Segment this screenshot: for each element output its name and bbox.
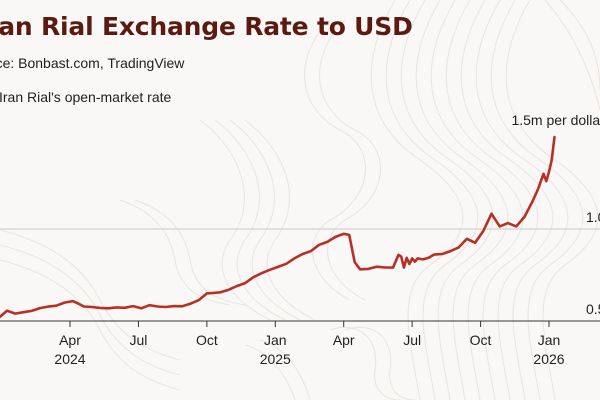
legend-label: Iran Rial's open-market rate — [0, 89, 172, 105]
x-tick-label: Jul — [403, 332, 421, 348]
y-tick-label: 1.0 — [586, 209, 600, 225]
x-axis: Dec2023Apr2024JulOctJan2025AprJulOctJan2… — [54, 321, 565, 367]
grid-layer — [0, 228, 600, 322]
chart-title: Iran Rial Exchange Rate to USD — [0, 12, 413, 41]
series-line — [0, 135, 556, 319]
x-tick-label: Jul — [129, 332, 147, 348]
x-tick-year-label: 2025 — [260, 351, 291, 367]
x-tick-label: Apr — [59, 332, 81, 348]
x-tick-year-label: 2026 — [533, 351, 564, 367]
chart-source: Source: Bonbast.com, TradingView — [0, 55, 185, 71]
annotation-layer: 1.5m per dollar — [511, 112, 600, 128]
x-tick-label: Jan — [538, 332, 561, 348]
legend: Iran Rial's open-market rate — [0, 89, 171, 105]
peak-annotation: 1.5m per dollar — [511, 112, 600, 128]
y-axis: 0.5 1.0 — [586, 209, 600, 317]
x-tick-label: Apr — [333, 332, 355, 348]
y-tick-label: 0.5 — [586, 301, 600, 317]
x-tick-year-label: 2024 — [54, 351, 85, 367]
series-layer — [0, 135, 556, 319]
x-tick-label: Jan — [264, 332, 287, 348]
x-tick-label: Oct — [470, 332, 492, 348]
x-tick-label: Oct — [196, 332, 218, 348]
